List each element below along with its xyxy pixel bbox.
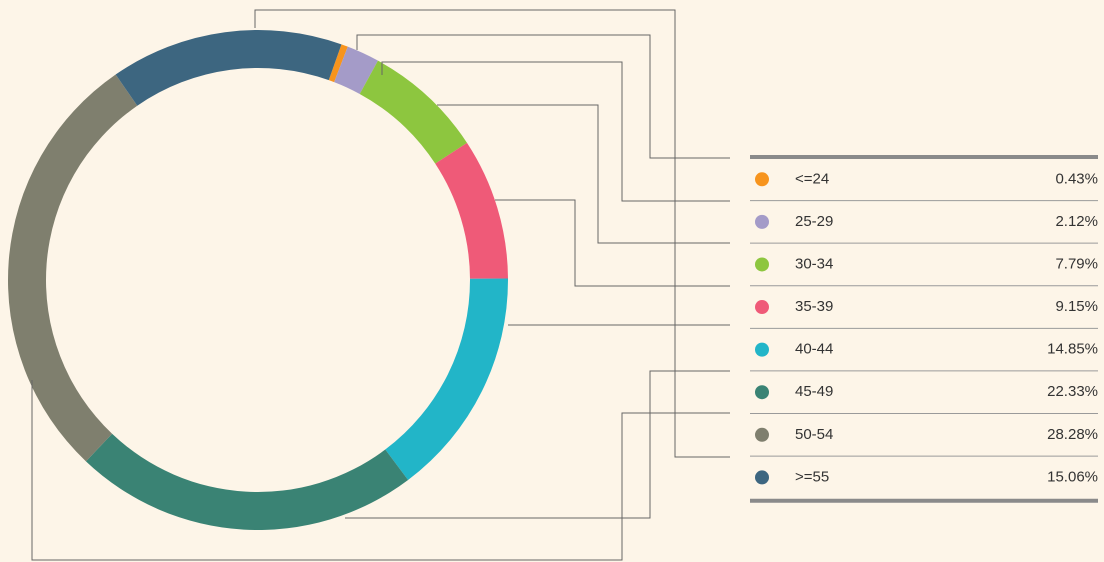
legend-swatch [755,342,769,357]
value-label: 2.12% [1055,213,1098,230]
legend-label: 50-54 [795,426,833,443]
legend-swatch [755,470,769,485]
donut-slice [385,278,508,480]
connector [345,370,730,519]
value-label: 14.85% [1047,341,1098,358]
legend-swatch [755,214,769,229]
donut-slice [359,60,468,164]
donut-slice [435,142,508,279]
legend-label: 25-29 [795,213,833,230]
legend-label: 30-34 [795,255,833,272]
donut-slice [328,44,348,83]
value-label: 15.06% [1047,468,1098,485]
legend-swatch [755,300,769,315]
donut-slice [334,46,378,95]
legend-swatch [755,172,769,187]
value-label: 0.43% [1055,170,1098,187]
legend-label: 35-39 [795,298,833,315]
connector [254,9,730,458]
donut-slice [115,30,342,106]
value-label: 28.28% [1047,426,1098,443]
connector [381,61,730,202]
legend-swatch [755,427,769,442]
donut-slice [85,433,409,531]
value-label: 22.33% [1047,383,1098,400]
legend-swatch [755,385,769,400]
donut-slice [7,74,138,462]
value-label: 7.79% [1055,255,1098,272]
value-label: 9.15% [1055,298,1098,315]
legend-swatch [755,257,769,272]
legend-label: <=24 [795,170,829,187]
connector [31,380,730,561]
connector [356,34,730,159]
connector [495,199,730,287]
legend-label: 45-49 [795,383,833,400]
legend-label: >=55 [795,468,829,485]
connector [437,104,730,244]
legend-label: 40-44 [795,341,833,358]
